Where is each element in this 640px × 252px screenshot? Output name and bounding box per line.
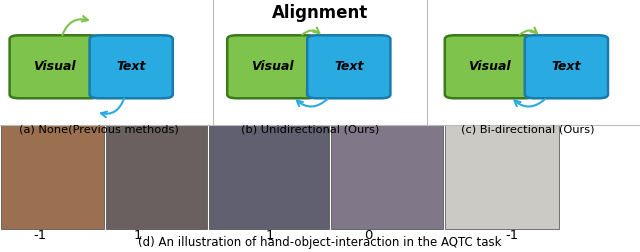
- Text: Alignment: Alignment: [272, 4, 368, 22]
- FancyBboxPatch shape: [106, 125, 207, 229]
- FancyBboxPatch shape: [445, 125, 559, 229]
- Text: Text: Text: [116, 60, 146, 73]
- Text: Visual: Visual: [468, 60, 511, 73]
- Text: 1: 1: [133, 229, 142, 242]
- FancyBboxPatch shape: [227, 35, 317, 98]
- Text: 1: 1: [266, 229, 275, 242]
- FancyBboxPatch shape: [209, 125, 329, 229]
- Text: Text: Text: [552, 60, 581, 73]
- Text: (a) None(Previous methods): (a) None(Previous methods): [19, 125, 179, 135]
- Text: -1: -1: [506, 229, 518, 242]
- Text: (b) Unidirectional (Ours): (b) Unidirectional (Ours): [241, 125, 380, 135]
- FancyBboxPatch shape: [10, 35, 99, 98]
- FancyBboxPatch shape: [90, 35, 173, 98]
- Text: 0: 0: [364, 229, 372, 242]
- Text: -1: -1: [33, 229, 46, 242]
- FancyBboxPatch shape: [525, 35, 608, 98]
- FancyBboxPatch shape: [445, 35, 534, 98]
- Text: Text: Text: [334, 60, 364, 73]
- Text: (c) Bi-directional (Ours): (c) Bi-directional (Ours): [461, 125, 595, 135]
- FancyBboxPatch shape: [1, 125, 104, 229]
- Text: (d) An illustration of hand-object-interaction in the AQTC task: (d) An illustration of hand-object-inter…: [138, 236, 502, 249]
- Text: Visual: Visual: [251, 60, 293, 73]
- FancyBboxPatch shape: [331, 125, 443, 229]
- Text: Visual: Visual: [33, 60, 76, 73]
- FancyBboxPatch shape: [307, 35, 390, 98]
